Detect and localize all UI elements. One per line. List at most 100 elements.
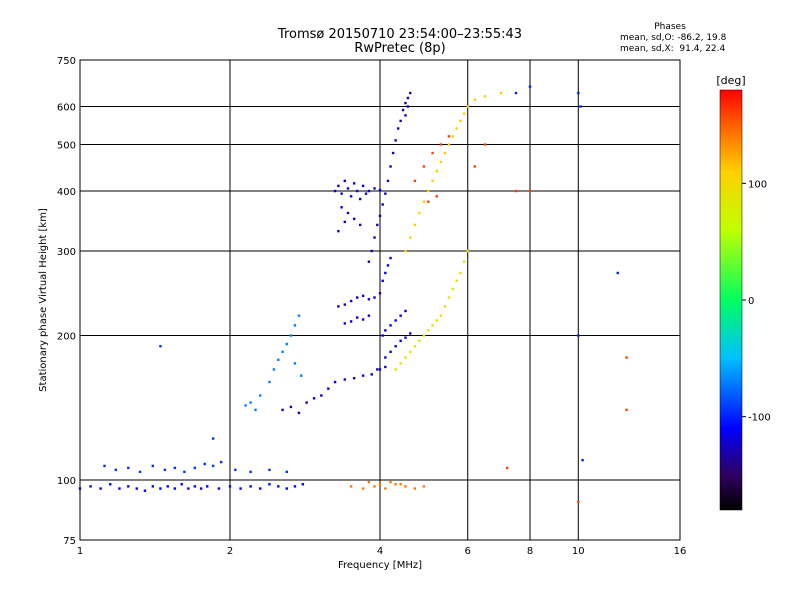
data-point: [259, 394, 262, 397]
x-axis-label: Frequency [MHz]: [338, 560, 422, 571]
data-point: [127, 485, 130, 488]
data-point: [378, 368, 382, 371]
data-point: [422, 334, 426, 337]
data-point: [349, 299, 353, 303]
data-point: [367, 480, 371, 484]
data-point: [367, 314, 371, 317]
data-point: [384, 356, 387, 359]
data-point: [249, 470, 252, 474]
data-point: [422, 200, 426, 203]
data-point: [249, 401, 252, 404]
grid-lines: [80, 60, 680, 540]
data-point: [349, 485, 353, 488]
data-point: [173, 466, 177, 470]
data-point: [373, 236, 376, 239]
data-point: [183, 470, 186, 474]
data-point: [577, 91, 580, 95]
data-point: [466, 105, 469, 108]
data-point: [289, 405, 293, 409]
data-point: [418, 211, 421, 215]
data-point: [499, 91, 503, 95]
data-point: [239, 487, 242, 490]
data-point: [373, 187, 376, 190]
data-point: [381, 334, 384, 337]
data-point: [473, 165, 477, 168]
data-point: [300, 374, 303, 377]
data-point: [435, 319, 438, 322]
data-point: [431, 179, 434, 183]
y-tick-label: 500: [57, 141, 76, 152]
data-point: [404, 249, 407, 253]
data-point: [394, 483, 397, 486]
data-point: [343, 179, 347, 183]
data-point: [159, 345, 162, 348]
data-point: [427, 189, 430, 193]
x-tick-label: 16: [674, 546, 687, 557]
data-point: [346, 211, 350, 215]
data-point: [151, 485, 155, 488]
data-point: [399, 339, 402, 343]
data-point: [193, 485, 197, 488]
data-point: [378, 214, 382, 218]
stats-line-o: mean, sd,O: -86.2, 19.8: [620, 33, 727, 43]
data-point: [399, 483, 402, 486]
data-point: [327, 387, 330, 390]
data-point: [234, 468, 237, 472]
data-point: [281, 408, 284, 412]
data-point: [401, 108, 405, 112]
data-point: [166, 485, 169, 488]
data-point: [394, 319, 397, 322]
data-point: [281, 350, 284, 353]
data-point: [352, 182, 356, 185]
data-point: [389, 165, 392, 168]
data-point: [203, 462, 206, 466]
data-point: [431, 151, 434, 155]
data-point: [528, 85, 532, 88]
data-point: [435, 169, 438, 173]
data-point: [333, 189, 337, 193]
data-point: [439, 314, 443, 317]
data-point: [228, 485, 232, 488]
x-tick-label: 2: [227, 546, 233, 557]
data-point: [358, 197, 362, 201]
data-point: [259, 487, 262, 490]
data-point: [173, 487, 177, 490]
data-point: [289, 334, 293, 337]
data-point: [455, 279, 458, 283]
stats-heading: Phases: [654, 22, 686, 32]
data-point: [447, 296, 451, 299]
data-point: [180, 483, 183, 486]
data-point: [451, 135, 455, 138]
data-point: [389, 256, 392, 260]
data-point: [277, 358, 280, 362]
data-point: [163, 468, 167, 472]
data-point: [293, 485, 297, 488]
data-point: [447, 143, 451, 146]
data-point: [343, 303, 347, 306]
data-point: [211, 464, 215, 468]
colorbar-tick-label: -100: [748, 413, 771, 424]
data-point: [399, 119, 402, 123]
data-point: [301, 483, 305, 486]
data-point: [422, 485, 426, 488]
data-point: [135, 487, 138, 490]
data-point: [355, 316, 359, 319]
data-point: [577, 334, 580, 337]
data-point: [406, 96, 410, 100]
data-point: [361, 318, 365, 321]
data-point: [370, 249, 373, 253]
data-point: [443, 305, 447, 308]
data-point: [312, 397, 316, 400]
data-point: [514, 91, 518, 95]
data-point: [462, 112, 466, 115]
data-point: [427, 200, 430, 203]
data-point: [413, 345, 417, 348]
data-point: [349, 320, 353, 323]
data-point: [361, 487, 365, 490]
data-point: [616, 271, 619, 275]
axis-ticks: 1 2 4 6 8 10 16 75 100 200 300 400 500 600 750: [57, 56, 686, 557]
x-tick-label: 4: [377, 546, 383, 557]
data-point: [297, 411, 301, 415]
y-tick-label: 600: [57, 103, 76, 114]
